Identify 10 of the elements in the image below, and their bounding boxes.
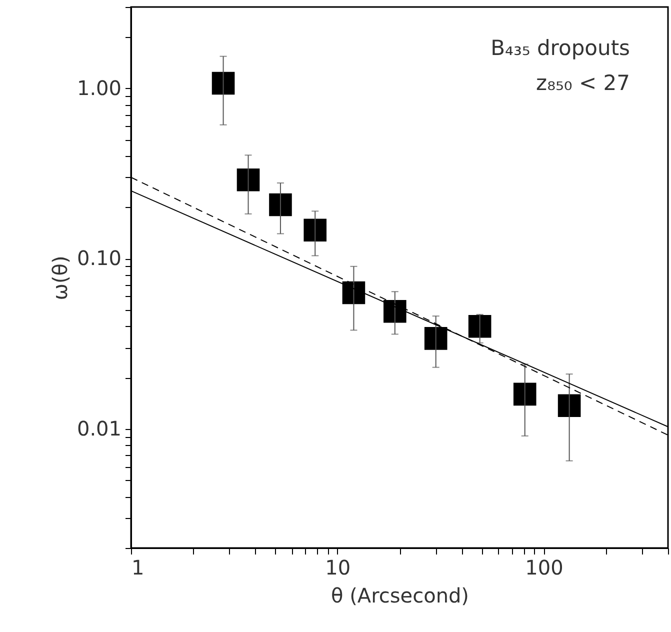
y-tick-label: 1.00 <box>76 76 122 100</box>
annotation: z₈₅₀ < 27 <box>536 71 630 95</box>
x-tick-label: 100 <box>525 556 564 580</box>
y-tick-label: 0.01 <box>76 416 122 440</box>
y-tick-label: 0.10 <box>76 246 122 270</box>
annotation: B₄₃₅ dropouts <box>490 36 630 60</box>
x-axis-title: θ (Arcsecond) <box>331 584 469 608</box>
y-axis-title: ω(θ) <box>48 256 72 300</box>
x-tick-label: 10 <box>325 556 351 580</box>
x-tick-label: 1 <box>132 556 144 580</box>
